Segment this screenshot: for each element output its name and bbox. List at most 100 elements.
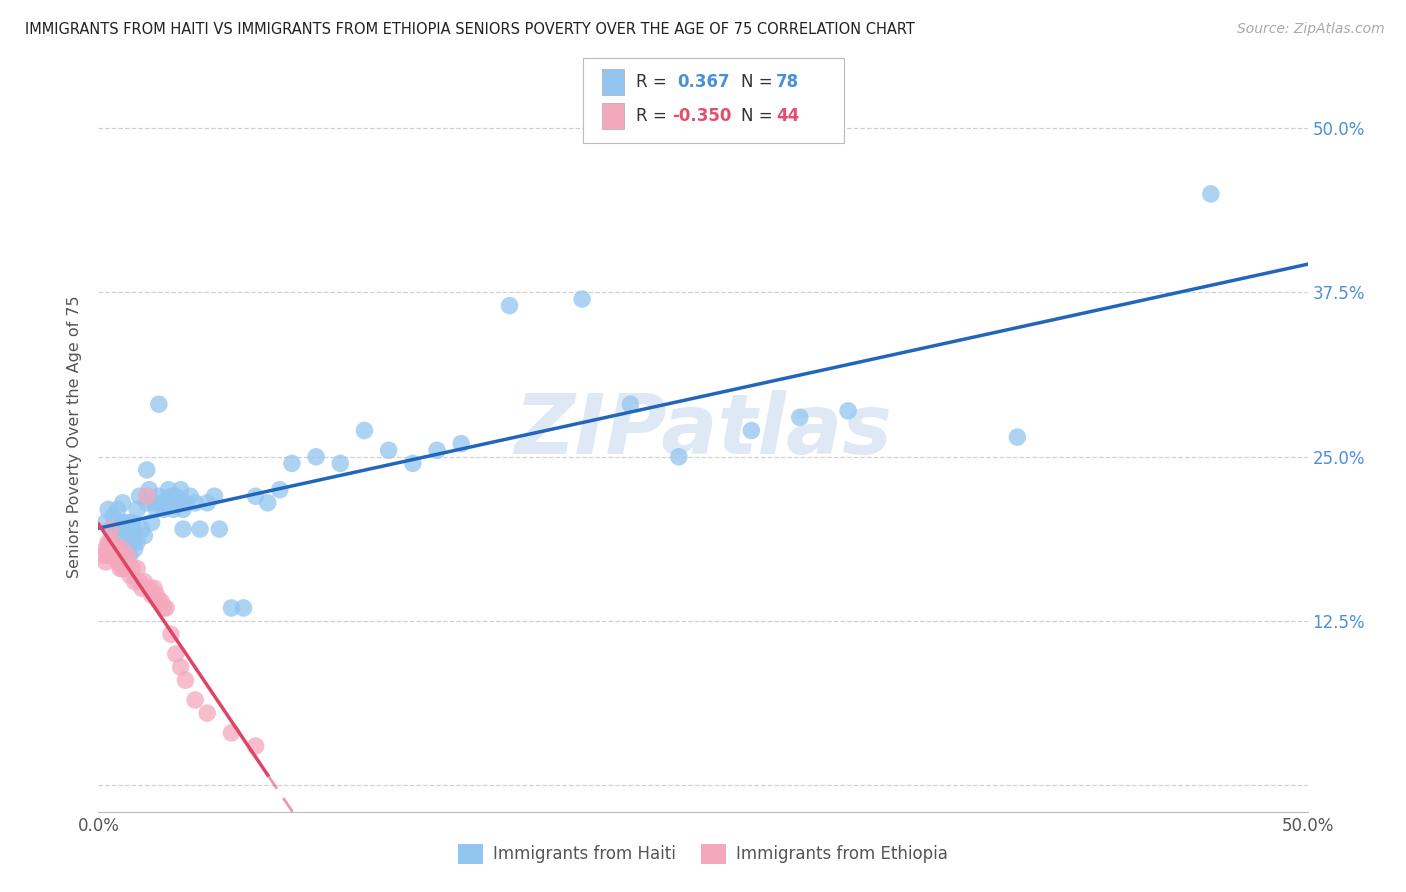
Point <box>353 424 375 438</box>
Point <box>450 436 472 450</box>
Point <box>134 529 156 543</box>
Point <box>107 502 129 516</box>
Point <box>97 535 120 549</box>
Point <box>107 555 129 569</box>
Point <box>118 522 141 536</box>
Point <box>124 574 146 589</box>
Point <box>169 660 191 674</box>
Point <box>208 522 231 536</box>
Point <box>101 529 124 543</box>
Text: 78: 78 <box>776 73 799 91</box>
Text: ZIPatlas: ZIPatlas <box>515 390 891 471</box>
Point <box>114 561 136 575</box>
Point <box>152 601 174 615</box>
Point <box>1007 430 1029 444</box>
Point <box>204 489 226 503</box>
Point <box>94 516 117 530</box>
Point <box>104 516 127 530</box>
Y-axis label: Seniors Poverty Over the Age of 75: Seniors Poverty Over the Age of 75 <box>67 296 83 578</box>
Point <box>188 522 211 536</box>
Point <box>118 568 141 582</box>
Point <box>134 574 156 589</box>
Point <box>174 673 197 688</box>
Text: IMMIGRANTS FROM HAITI VS IMMIGRANTS FROM ETHIOPIA SENIORS POVERTY OVER THE AGE O: IMMIGRANTS FROM HAITI VS IMMIGRANTS FROM… <box>25 22 915 37</box>
Point <box>148 489 170 503</box>
Point <box>124 522 146 536</box>
Point <box>108 529 131 543</box>
Point <box>148 594 170 608</box>
Point <box>101 535 124 549</box>
Point <box>245 489 267 503</box>
Text: R =: R = <box>636 107 666 125</box>
Point <box>124 541 146 556</box>
Point <box>174 496 197 510</box>
Point <box>107 549 129 563</box>
Point <box>107 522 129 536</box>
Point <box>118 549 141 563</box>
Point <box>111 541 134 556</box>
Point <box>155 496 177 510</box>
Point <box>221 601 243 615</box>
Legend: Immigrants from Haiti, Immigrants from Ethiopia: Immigrants from Haiti, Immigrants from E… <box>451 838 955 871</box>
Point <box>195 496 218 510</box>
Point <box>145 588 167 602</box>
Text: N =: N = <box>741 73 772 91</box>
Text: N =: N = <box>741 107 772 125</box>
Point <box>165 647 187 661</box>
Point <box>104 541 127 556</box>
Point <box>148 397 170 411</box>
Text: 0.367: 0.367 <box>678 73 730 91</box>
Point <box>94 541 117 556</box>
Point <box>100 522 122 536</box>
Point <box>157 483 180 497</box>
Point <box>184 496 207 510</box>
Point <box>104 541 127 556</box>
Point <box>131 581 153 595</box>
Point <box>281 456 304 470</box>
Point <box>162 502 184 516</box>
Point <box>167 496 190 510</box>
Point <box>121 516 143 530</box>
Point <box>100 522 122 536</box>
Point <box>108 549 131 563</box>
Point <box>160 489 183 503</box>
Point <box>101 549 124 563</box>
Point <box>160 627 183 641</box>
Text: -0.350: -0.350 <box>672 107 731 125</box>
Text: Source: ZipAtlas.com: Source: ZipAtlas.com <box>1237 22 1385 37</box>
Point <box>107 535 129 549</box>
Point <box>150 594 173 608</box>
Point <box>143 496 166 510</box>
Point <box>111 535 134 549</box>
Point <box>114 541 136 556</box>
Point <box>121 535 143 549</box>
Point <box>141 588 163 602</box>
Point <box>128 574 150 589</box>
Point <box>91 549 114 563</box>
Point <box>111 496 134 510</box>
Point <box>138 483 160 497</box>
Point <box>117 549 139 563</box>
Point <box>172 522 194 536</box>
Point <box>94 555 117 569</box>
Point <box>152 502 174 516</box>
Point <box>135 463 157 477</box>
Point <box>114 522 136 536</box>
Point <box>141 516 163 530</box>
Point <box>111 516 134 530</box>
Point <box>165 489 187 503</box>
Point <box>138 581 160 595</box>
Point <box>305 450 328 464</box>
Point <box>155 601 177 615</box>
Point <box>619 397 641 411</box>
Point <box>143 581 166 595</box>
Point <box>668 450 690 464</box>
Point <box>195 706 218 720</box>
Point <box>108 549 131 563</box>
Point <box>150 496 173 510</box>
Point <box>97 502 120 516</box>
Point <box>117 555 139 569</box>
Point <box>740 424 762 438</box>
Point <box>127 535 149 549</box>
Point <box>498 299 520 313</box>
